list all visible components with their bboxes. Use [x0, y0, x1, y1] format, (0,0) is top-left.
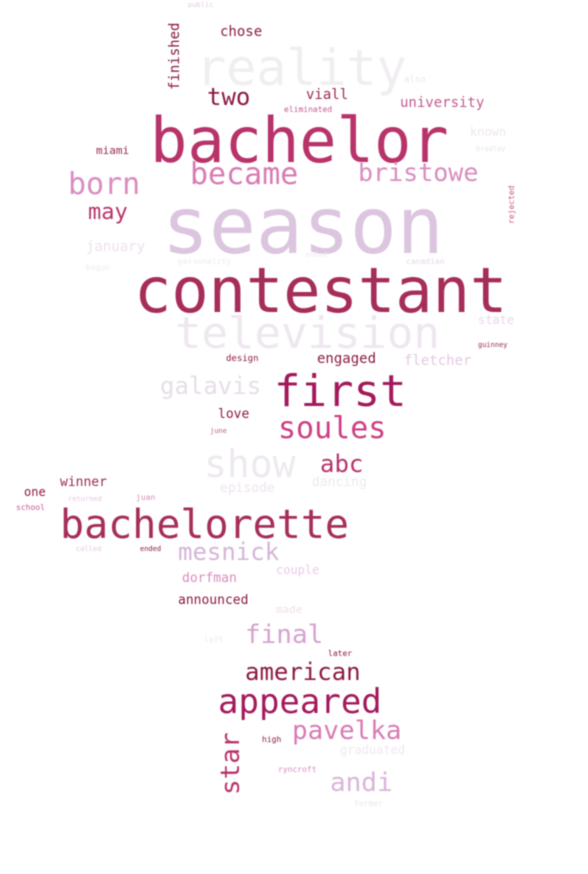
word-miami: miami [96, 144, 130, 157]
word-state: state [478, 313, 515, 327]
word-bachelorette: bachelorette [60, 502, 349, 548]
word-ended: ended [140, 545, 162, 553]
word-love: love [218, 407, 250, 422]
word-june: june [210, 427, 227, 435]
word-abc: abc [320, 450, 364, 478]
word-couple: couple [276, 563, 320, 577]
word-winner: winner [60, 475, 107, 490]
word-fletcher: fletcher [404, 353, 472, 369]
word-engaged: engaged [317, 351, 377, 367]
word-andi: andi [330, 768, 393, 798]
word-mesnick: mesnick [178, 538, 280, 566]
word-january: january [86, 239, 146, 255]
word-announced: announced [178, 593, 249, 608]
word-final: final [245, 620, 324, 650]
word-canadian: canadian [406, 257, 445, 266]
word-season: season [162, 182, 444, 272]
word-reality: reality [196, 39, 407, 97]
word-design: design [226, 354, 259, 364]
word-appeared: appeared [218, 682, 382, 722]
word-dorfman: dorfman [182, 571, 237, 586]
word-show: show [204, 442, 296, 486]
word-bristowe: bristowe [358, 158, 479, 187]
word-public: public [188, 1, 214, 9]
word-former: former [354, 799, 383, 808]
word-juan: juan [136, 493, 156, 502]
word-high: high [262, 735, 282, 744]
word-known: known [470, 125, 507, 139]
word-may: may [88, 200, 128, 225]
word-pavelka: pavelka [292, 716, 402, 746]
word-bradley: bradley [476, 145, 506, 153]
word-television: television [175, 308, 440, 359]
word-became: became [190, 157, 299, 192]
word-guinney: guinney [478, 341, 508, 349]
word-later: later [328, 649, 353, 658]
word-also: also [404, 75, 426, 85]
word-returned: returned [68, 495, 102, 503]
word-personality: personality [178, 257, 231, 266]
word-eliminated: eliminated [284, 105, 333, 114]
word-called: called [76, 545, 102, 553]
word-born: born [68, 167, 141, 202]
word-viall: viall [306, 87, 349, 103]
word-first: first [274, 366, 407, 417]
word-rejected: rejected [507, 185, 516, 224]
word-dancing: dancing [312, 475, 367, 490]
word-soules: soules [278, 411, 387, 446]
word-galavis: galavis [160, 372, 262, 400]
word-left: left [204, 635, 224, 644]
word-two: two [207, 83, 251, 111]
word-university: university [400, 95, 485, 111]
word-bachelor: bachelor [150, 104, 449, 177]
word-begun: begun [86, 263, 111, 272]
word-contestant: contestant [134, 254, 508, 327]
word-graduated: graduated [340, 743, 406, 757]
word-made: made [276, 603, 303, 616]
word-finished: finished [167, 22, 183, 90]
word-ryncroft: ryncroft [278, 765, 317, 774]
word-episode: episode [220, 481, 275, 496]
word-ended-2: ended [306, 251, 328, 259]
word-one: one [24, 485, 46, 499]
word-american: american [245, 658, 361, 686]
word-school: school [16, 503, 45, 512]
word-chose: chose [220, 24, 263, 40]
word-star: star [216, 732, 246, 795]
